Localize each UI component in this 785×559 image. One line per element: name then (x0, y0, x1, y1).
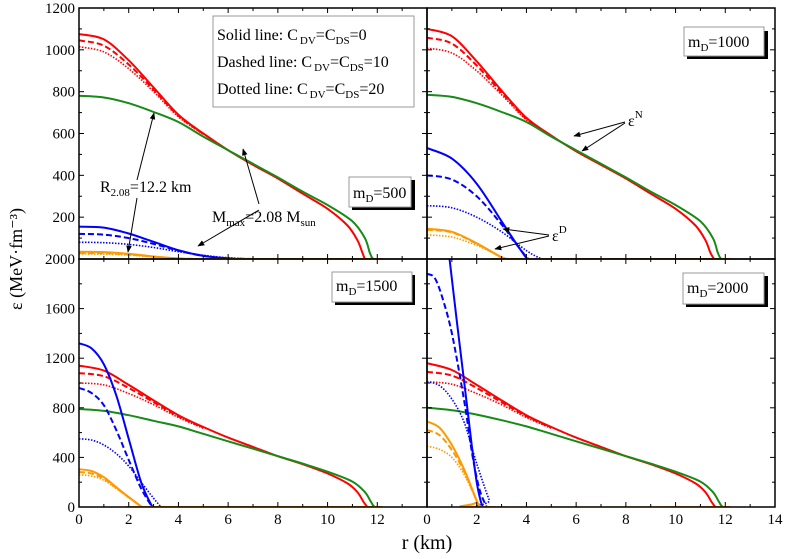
red-dotted-line (427, 47, 552, 138)
x-tick-label: 8 (274, 512, 282, 528)
svg-text:mD=1000: mD=1000 (688, 34, 749, 54)
green-solid-line (427, 93, 731, 259)
red-solid-line (427, 362, 717, 507)
x-axis-label: r (km) (402, 532, 453, 554)
blue-dashed-line (79, 387, 156, 507)
y-tick-label: 1200 (45, 351, 75, 367)
svg-text:R2.08=12.2 km: R2.08=12.2 km (100, 179, 192, 199)
orange-dashed-line (79, 471, 144, 507)
y-tick-label: 800 (53, 401, 76, 417)
orange-solid-line (79, 250, 383, 259)
y-tick-label: 0 (68, 500, 76, 516)
panel-label-1500: mD=1500 (331, 271, 415, 305)
orange-solid-line (427, 227, 731, 259)
y-tick-label: 1600 (45, 302, 75, 318)
blue-dashed-line (427, 174, 530, 259)
orange-solid-line (427, 420, 731, 507)
x-tick-label: 2 (125, 512, 133, 528)
orange-dotted-line (427, 445, 483, 507)
orange-dashed-line (427, 429, 482, 507)
svg-text:Mmax=2.08 Msun: Mmax=2.08 Msun (212, 209, 316, 229)
svg-text:εD: εD (552, 224, 567, 245)
y-tick-label: 200 (53, 210, 76, 226)
y-tick-label: 800 (53, 85, 76, 101)
red-dashed-line (427, 36, 552, 137)
panel-1-plot (427, 27, 731, 259)
red-dotted-line (79, 382, 204, 430)
red-dashed-line (79, 39, 204, 135)
orange-dotted-line (427, 234, 512, 259)
svg-text:εN: εN (628, 109, 643, 130)
radius-arrow-1 (136, 112, 156, 181)
panel-label-2000: mD=2000 (682, 272, 768, 307)
x-tick-label: 6 (572, 512, 580, 528)
blue-dotted-line (79, 241, 383, 259)
svg-text:mD=500: mD=500 (353, 185, 406, 205)
legend-dotted: Dotted line: C DV=CDS=20 (217, 81, 384, 101)
eps-n-annotation: εN (573, 109, 643, 152)
panel-3-plot (427, 259, 731, 507)
x-tick-label: 14 (768, 512, 784, 528)
x-tick-label: 4 (523, 512, 531, 528)
red-dotted-line (427, 381, 552, 430)
svg-text:mD=1500: mD=1500 (336, 278, 397, 298)
red-dotted-line (79, 45, 204, 135)
x-tick-label: 2 (473, 512, 481, 528)
x-tick-label: 10 (320, 512, 335, 528)
x-tick-label: 6 (224, 512, 232, 528)
y-tick-label: 400 (53, 168, 76, 184)
y-tick-label: 400 (53, 450, 76, 466)
legend-dashed: Dashed line: C DV=CDS=10 (217, 54, 389, 74)
y-tick-label: 1000 (45, 43, 75, 59)
blue-dotted-line (427, 204, 542, 259)
eps-d-annotation: εD (494, 224, 567, 251)
red-solid-line (427, 27, 715, 259)
legend: Solid line: C DV=CDS=0 Dashed line: C DV=C… (212, 15, 415, 108)
x-tick-label: 12 (370, 512, 385, 528)
y-tick-label: 1200 (45, 1, 75, 17)
y-tick-label: 2000 (45, 252, 75, 268)
red-dashed-line (79, 372, 204, 429)
x-tick-label: 8 (622, 512, 630, 528)
x-tick-label: 0 (423, 512, 431, 528)
orange-dotted-line (79, 474, 144, 507)
green-solid-line (79, 94, 383, 259)
legend-solid: Solid line: C DV=CDS=0 (217, 27, 367, 47)
red-dashed-line (427, 370, 552, 429)
mass-annotation: Mmax=2.08 Msun (197, 148, 316, 247)
x-tick-label: 12 (718, 512, 733, 528)
y-axis-label: ε (MeV·fm⁻³) (6, 208, 27, 310)
mass-arrow-2 (197, 209, 260, 247)
x-tick-label: 4 (175, 512, 183, 528)
radius-arrow-2 (126, 197, 138, 253)
green-solid-line (427, 406, 731, 507)
green-solid-line (79, 408, 383, 507)
x-tick-label: 0 (75, 512, 83, 528)
svg-text:mD=2000: mD=2000 (687, 280, 748, 300)
panel-label-1000: mD=1000 (683, 26, 768, 59)
radius-annotation: R2.08=12.2 km (100, 112, 192, 253)
panel-label-500: mD=500 (348, 176, 415, 210)
red-solid-line (79, 364, 369, 507)
y-tick-label: 600 (53, 127, 76, 143)
x-tick-label: 10 (668, 512, 683, 528)
blue-dashed-line (427, 272, 488, 507)
mass-arrow-1 (242, 148, 260, 205)
panel-2-plot (79, 342, 383, 507)
